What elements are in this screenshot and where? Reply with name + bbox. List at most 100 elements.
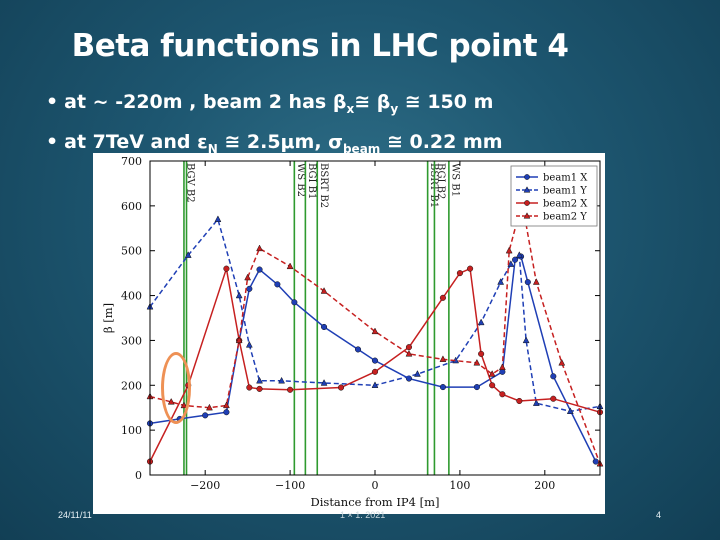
data-point <box>489 382 496 389</box>
data-point <box>223 265 230 272</box>
data-point <box>497 278 505 285</box>
data-point <box>278 376 286 384</box>
data-point <box>256 244 263 252</box>
data-point <box>286 262 294 270</box>
data-point <box>256 385 263 392</box>
data-point <box>550 395 557 402</box>
data-point <box>274 281 281 288</box>
y-tick-label: 600 <box>121 200 142 213</box>
y-tick-label: 300 <box>121 334 142 347</box>
y-tick-label: 100 <box>121 424 142 437</box>
legend-marker <box>523 186 531 193</box>
data-point <box>524 279 531 286</box>
data-point <box>439 294 446 301</box>
data-point <box>473 384 480 391</box>
data-point <box>235 291 243 299</box>
legend-marker <box>524 200 530 206</box>
data-point <box>522 336 530 344</box>
marker-label: BGI B1 <box>306 163 317 199</box>
bullet-item: at ~ -220m , beam 2 has βx≅ βy ≅ 150 m <box>46 86 503 126</box>
data-point <box>414 370 421 377</box>
data-point <box>566 407 574 414</box>
data-point <box>256 376 263 384</box>
x-tick-label: −100 <box>275 479 305 492</box>
data-point <box>223 409 230 416</box>
legend-marker <box>523 212 531 219</box>
data-point <box>371 368 379 375</box>
marker-label: BGV B2 <box>184 163 195 203</box>
data-point <box>505 246 513 254</box>
data-point <box>214 215 222 222</box>
data-point <box>291 299 298 306</box>
footer-date: 24/11/11 <box>58 510 92 520</box>
y-tick-label: 500 <box>121 245 142 258</box>
data-point <box>206 403 213 411</box>
series-line-beam2-y <box>149 208 601 465</box>
data-point <box>246 285 253 292</box>
data-point <box>235 336 243 344</box>
y-tick-label: 200 <box>121 379 142 392</box>
highlight-ellipse <box>161 352 191 424</box>
legend-label: beam1 X <box>543 173 588 184</box>
y-axis-label: β [m] <box>101 303 115 333</box>
x-tick-label: 0 <box>372 479 379 492</box>
legend-marker <box>524 174 530 180</box>
bullet-list: at ~ -220m , beam 2 has βx≅ βy ≅ 150 m a… <box>46 86 503 166</box>
data-point <box>244 273 252 281</box>
data-point <box>498 363 506 370</box>
data-point <box>354 346 362 353</box>
data-point <box>439 355 447 362</box>
data-point <box>499 391 506 398</box>
data-point <box>371 327 379 335</box>
data-point <box>371 357 379 364</box>
data-point <box>405 344 413 351</box>
data-point <box>184 251 192 258</box>
data-point <box>320 379 328 386</box>
page-number: 4 <box>656 510 662 520</box>
data-point <box>516 397 523 405</box>
data-point <box>477 318 485 326</box>
x-tick-label: 200 <box>534 479 555 492</box>
legend-label: beam2 Y <box>543 212 587 223</box>
data-point <box>456 270 463 277</box>
data-point <box>287 386 294 393</box>
data-point <box>223 401 230 409</box>
y-tick-label: 700 <box>121 155 142 168</box>
data-point <box>337 384 345 391</box>
x-tick-label: −200 <box>190 479 220 492</box>
footer-center-text: 1 × 1. 2021 <box>340 510 386 520</box>
data-point <box>439 384 446 391</box>
data-point <box>488 370 496 377</box>
y-tick-label: 0 <box>135 469 142 482</box>
data-point <box>245 340 253 348</box>
legend-label: beam2 X <box>543 199 588 210</box>
data-point <box>467 265 474 272</box>
bullet-item: at 7TeV and εN ≅ 2.5μm, σbeam ≅ 0.22 mm <box>46 126 502 166</box>
data-point <box>202 412 209 419</box>
data-point <box>473 358 481 366</box>
marker-label: BGI B2 <box>435 163 446 199</box>
data-point <box>507 260 515 267</box>
data-point <box>592 458 599 465</box>
marker-label: BSRT B2 <box>318 163 329 208</box>
data-point <box>320 287 328 294</box>
data-point <box>371 381 379 388</box>
data-point <box>405 349 413 357</box>
data-point <box>321 323 328 331</box>
slide-title: Beta functions in LHC point 4 <box>71 28 569 64</box>
marker-label: WS B2 <box>295 163 306 197</box>
data-point <box>246 384 253 391</box>
data-point <box>256 266 263 273</box>
y-tick-label: 400 <box>121 290 142 303</box>
data-point <box>515 251 523 258</box>
data-point <box>532 278 540 285</box>
data-point <box>558 358 566 366</box>
x-axis-label: Distance from IP4 [m] <box>311 495 440 509</box>
data-point <box>478 350 485 357</box>
x-tick-label: 100 <box>449 479 470 492</box>
data-point <box>532 399 540 406</box>
data-point <box>550 373 557 380</box>
legend-label: beam1 Y <box>543 186 587 197</box>
